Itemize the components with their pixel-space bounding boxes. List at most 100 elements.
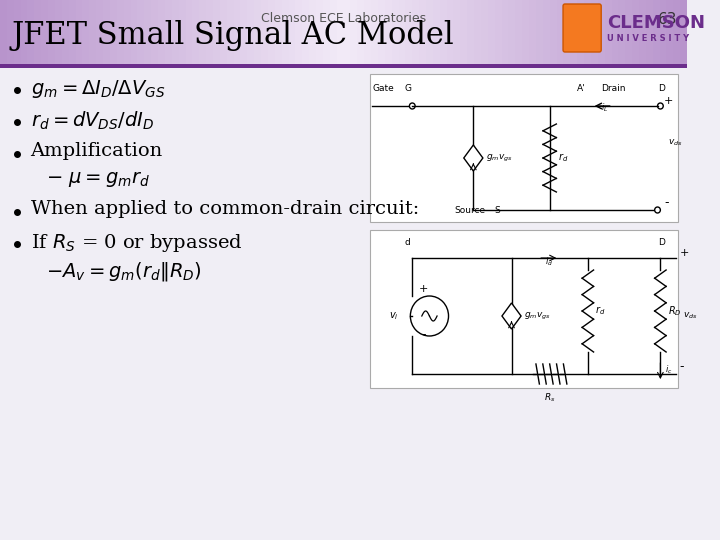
Bar (598, 0, 605, 68)
Circle shape (654, 207, 660, 213)
Text: -: - (664, 196, 669, 209)
Circle shape (410, 103, 415, 109)
Bar (275, 0, 282, 68)
Bar (0, 68, 687, 540)
Bar (508, 0, 516, 68)
Text: When applied to common-drain circuit:: When applied to common-drain circuit: (30, 200, 419, 218)
Text: $v_{ds}$: $v_{ds}$ (668, 137, 683, 147)
Text: Clemson ECE Laboratories: Clemson ECE Laboratories (261, 12, 426, 25)
Text: Amplification: Amplification (30, 142, 163, 160)
Text: $v_i$: $v_i$ (390, 310, 399, 322)
Bar (392, 0, 399, 68)
Bar (261, 0, 268, 68)
Bar (446, 0, 454, 68)
Bar (467, 0, 474, 68)
Polygon shape (502, 303, 521, 329)
Bar (673, 0, 680, 68)
Bar (268, 0, 275, 68)
Circle shape (657, 103, 663, 109)
Bar (103, 0, 110, 68)
Bar (21, 0, 27, 68)
Bar (337, 0, 343, 68)
Bar (110, 0, 117, 68)
Bar (83, 0, 89, 68)
Bar (186, 0, 192, 68)
Bar (62, 0, 69, 68)
Bar (632, 0, 639, 68)
Bar (89, 0, 96, 68)
Text: $R_s$: $R_s$ (544, 392, 555, 404)
Bar (495, 0, 502, 68)
Text: $g_m = \Delta I_D / \Delta V_{GS}$: $g_m = \Delta I_D / \Delta V_{GS}$ (30, 78, 165, 100)
Text: Source: Source (454, 206, 485, 215)
Bar (618, 0, 626, 68)
Text: $v_{ds}$: $v_{ds}$ (683, 310, 698, 321)
Text: G: G (405, 84, 412, 93)
Bar (124, 0, 130, 68)
Bar (378, 0, 385, 68)
Bar (502, 0, 508, 68)
Text: S: S (495, 206, 500, 215)
Bar (55, 0, 62, 68)
Bar (213, 0, 220, 68)
Bar (138, 0, 145, 68)
Bar (405, 0, 413, 68)
Bar (440, 0, 446, 68)
Bar (584, 0, 591, 68)
Bar (254, 0, 261, 68)
Text: -: - (421, 328, 426, 341)
Bar (357, 0, 364, 68)
Text: $r_d$: $r_d$ (595, 305, 606, 318)
Bar (227, 0, 234, 68)
Bar (192, 0, 199, 68)
Bar (309, 0, 316, 68)
Bar (625, 0, 632, 68)
Bar (488, 0, 495, 68)
Text: $r_d$: $r_d$ (558, 152, 569, 164)
Bar (302, 0, 310, 68)
Bar (653, 0, 660, 68)
Bar (611, 0, 618, 68)
Text: CLEMSON: CLEMSON (607, 14, 705, 32)
Bar (7, 0, 14, 68)
Bar (179, 0, 186, 68)
Bar (370, 74, 678, 222)
Text: $g_m v_{gs}$: $g_m v_{gs}$ (524, 310, 551, 321)
Bar (364, 0, 371, 68)
Bar (536, 0, 543, 68)
Bar (419, 0, 426, 68)
Bar (323, 0, 330, 68)
Text: D: D (659, 84, 665, 93)
Bar (206, 0, 213, 68)
Text: A': A' (577, 84, 586, 93)
Bar (199, 0, 206, 68)
Text: If $R_S$ = 0 or bypassed: If $R_S$ = 0 or bypassed (30, 232, 242, 254)
Bar (460, 0, 467, 68)
Text: $-\ \mu = g_m r_d$: $-\ \mu = g_m r_d$ (46, 170, 150, 189)
Bar (96, 0, 103, 68)
Text: $R_D$: $R_D$ (668, 304, 682, 318)
FancyBboxPatch shape (563, 4, 601, 52)
Bar (543, 0, 550, 68)
Bar (605, 0, 611, 68)
Text: 63: 63 (658, 12, 678, 27)
Bar (426, 0, 433, 68)
Bar (433, 0, 440, 68)
Bar (371, 0, 378, 68)
Bar (343, 0, 351, 68)
Bar (384, 0, 392, 68)
Bar (68, 0, 76, 68)
Bar (680, 0, 687, 68)
Bar (454, 0, 461, 68)
Text: $i_L$: $i_L$ (601, 102, 608, 114)
Bar (639, 0, 646, 68)
Bar (233, 0, 240, 68)
Text: Drain: Drain (601, 84, 626, 93)
Text: $i_d$: $i_d$ (545, 255, 553, 267)
Text: +: + (664, 96, 674, 106)
Text: $- A_v = g_m(r_d \| R_D)$: $- A_v = g_m(r_d \| R_D)$ (46, 260, 202, 283)
Text: D: D (659, 238, 665, 247)
Text: +: + (680, 248, 689, 258)
Bar (248, 0, 254, 68)
Text: $g_m v_{gs}$: $g_m v_{gs}$ (486, 152, 513, 164)
